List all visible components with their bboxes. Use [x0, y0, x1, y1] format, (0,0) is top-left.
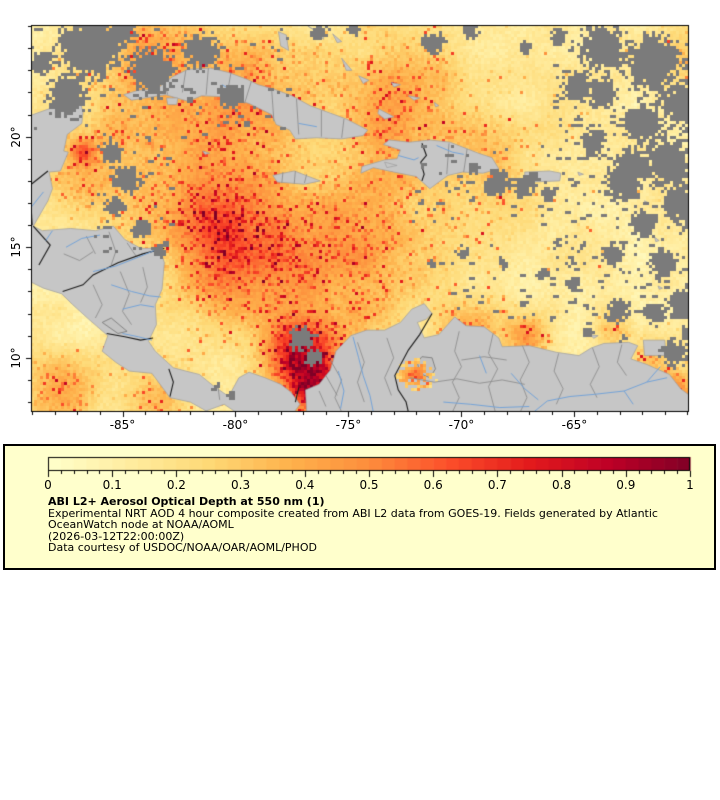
colorbar-tick-label: 0.2 [166, 478, 186, 492]
aod-map-canvas [0, 0, 720, 440]
colorbar-tick-label: 0.8 [552, 478, 572, 492]
y-tick-label: 10° [9, 347, 23, 369]
colorbar [5, 455, 714, 485]
colorbar-tick-label: 0 [44, 478, 52, 492]
y-tick-label: 20° [9, 126, 23, 148]
legend-title: ABI L2+ Aerosol Optical Depth at 550 nm … [48, 495, 325, 508]
legend-panel: 0 0.1 0.2 0.3 0.4 0.5 0.6 0.7 0.8 0.9 1 ABI L2+ Ae… [3, 444, 716, 570]
colorbar-tick-label: 0.9 [616, 478, 636, 492]
aod-map-figure: -85° -80° -75° -70° -65° 20° 15° 10° [0, 0, 720, 440]
legend-courtesy: Data courtesy of USDOC/NOAA/OAR/AOML/PHO… [48, 541, 317, 555]
colorbar-tick-label: 0.1 [102, 478, 122, 492]
colorbar-tick-label: 0.5 [359, 478, 379, 492]
legend-description-line2: OceanWatch node at NOAA/AOML [48, 518, 234, 532]
y-tick-label: 15° [9, 236, 23, 258]
colorbar-tick-label: 1 [686, 478, 694, 492]
colorbar-tick-label: 0.4 [295, 478, 315, 492]
x-tick-label: -85° [109, 418, 136, 432]
colorbar-tick-label: 0.3 [231, 478, 251, 492]
colorbar-tick-label: 0.7 [487, 478, 507, 492]
x-tick-label: -65° [561, 418, 588, 432]
colorbar-tick-label: 0.6 [423, 478, 443, 492]
x-tick-label: -75° [335, 418, 362, 432]
legend-timestamp: (2026-03-12T22:00:00Z) [48, 529, 185, 543]
x-tick-label: -70° [448, 418, 475, 432]
x-tick-label: -80° [222, 418, 249, 432]
legend-description-line1: Experimental NRT AOD 4 hour composite cr… [48, 506, 658, 520]
legend-text-block: ABI L2+ Aerosol Optical Depth at 550 nm … [48, 496, 658, 554]
